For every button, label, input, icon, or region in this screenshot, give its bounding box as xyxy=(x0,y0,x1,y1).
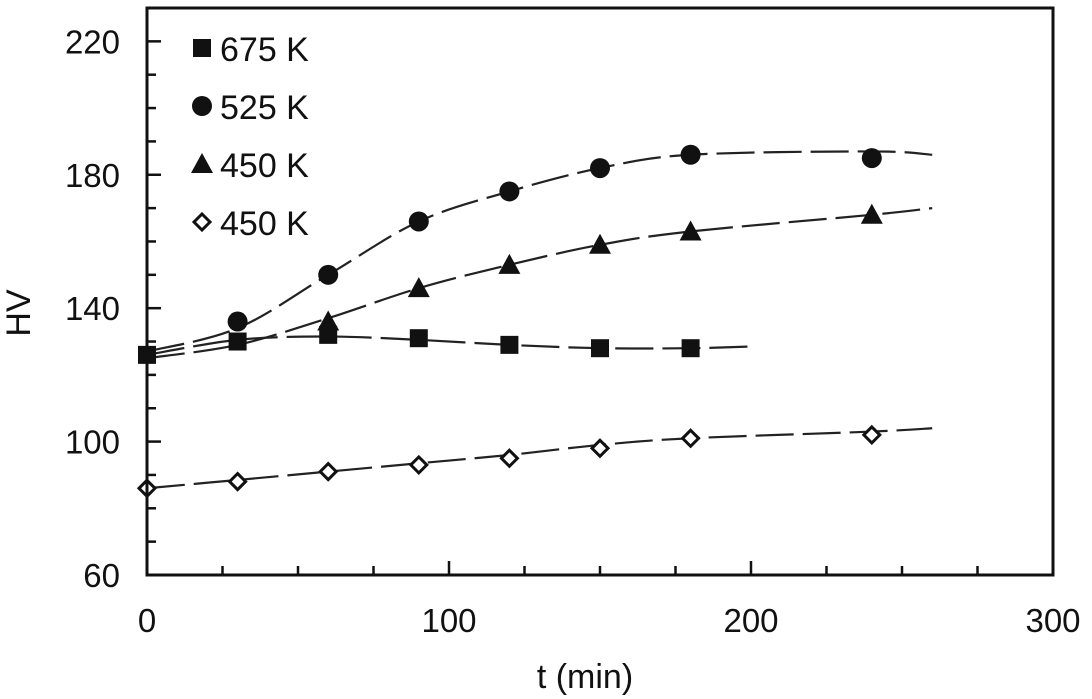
axes: 0 100 200 300 60 100 140 180 220 xyxy=(65,6,1081,639)
data-point-series-4 xyxy=(499,448,520,469)
legend-marker-series-1 xyxy=(193,39,211,57)
x-tick-label: 0 xyxy=(138,602,156,639)
legend: 675 K 525 K 450 K 450 K xyxy=(191,31,309,243)
legend-marker-series-3 xyxy=(191,153,213,173)
data-point-series-1 xyxy=(591,339,609,358)
fit-curve-series-4 xyxy=(146,427,933,490)
legend-label-series-4: 450 K xyxy=(220,205,309,243)
data-point-series-3 xyxy=(498,253,521,274)
legend-label-series-2: 525 K xyxy=(220,89,309,127)
y-tick-label: 220 xyxy=(65,23,120,60)
data-point-series-4 xyxy=(680,428,701,449)
data-point-series-4 xyxy=(227,471,248,492)
data-point-series-3 xyxy=(679,220,702,241)
data-point-series-2 xyxy=(590,158,610,179)
data-point-series-2 xyxy=(318,264,339,285)
data-point-series-4 xyxy=(589,438,611,459)
data-point-series-2 xyxy=(408,211,429,232)
legend-marker-series-2 xyxy=(192,96,212,116)
y-tick-label: 60 xyxy=(83,557,120,594)
x-tick-label: 200 xyxy=(723,602,778,639)
x-axis-label: t (min) xyxy=(537,658,633,696)
fit-curves xyxy=(146,150,933,490)
x-tick-label: 300 xyxy=(1025,602,1080,639)
data-point-series-2 xyxy=(861,148,882,169)
y-axis-label: HV xyxy=(0,289,38,337)
data-point-series-3 xyxy=(589,233,611,254)
y-tick-label: 140 xyxy=(65,290,120,327)
data-point-series-2 xyxy=(499,181,520,202)
legend-label-series-1: 675 K xyxy=(220,31,309,69)
data-point-series-1 xyxy=(228,332,247,351)
legend-label-series-3: 450 K xyxy=(220,147,309,185)
data-point-series-1 xyxy=(500,335,519,354)
data-point-series-4 xyxy=(408,454,429,476)
y-tick-label: 180 xyxy=(65,157,120,194)
data-point-series-2 xyxy=(680,144,701,165)
legend-marker-series-4 xyxy=(191,211,213,233)
data-point-series-1 xyxy=(681,339,700,358)
y-tick-label: 100 xyxy=(65,424,120,461)
data-point-series-2 xyxy=(227,311,248,332)
data-point-series-3 xyxy=(860,203,883,224)
fit-curve-series-3 xyxy=(146,207,933,360)
data-point-series-4 xyxy=(318,461,339,482)
data-markers xyxy=(136,144,883,499)
data-point-series-4 xyxy=(861,424,882,446)
data-point-series-1 xyxy=(409,329,428,348)
data-point-series-3 xyxy=(317,310,340,331)
data-point-series-3 xyxy=(407,277,430,298)
x-tick-label: 100 xyxy=(421,602,476,639)
